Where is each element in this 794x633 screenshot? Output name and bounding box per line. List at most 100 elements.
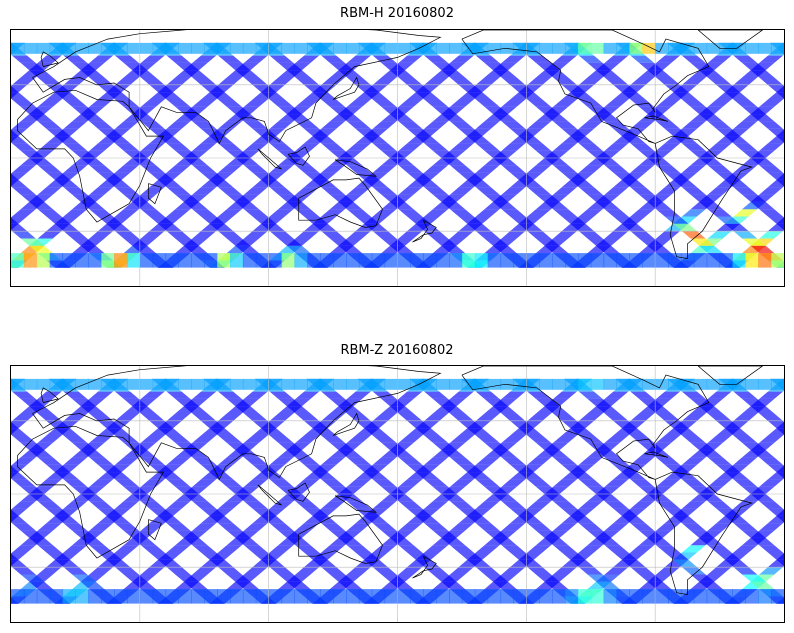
coastline — [461, 30, 710, 144]
swath-segment — [29, 158, 53, 166]
swath-cell — [62, 253, 76, 268]
swath-segment — [604, 567, 629, 575]
swath-segment — [167, 370, 191, 377]
swath-segment — [20, 150, 45, 158]
swath-segment — [63, 523, 88, 531]
swath-segment — [38, 370, 62, 377]
swath-segment — [578, 143, 603, 151]
swath-segment — [407, 464, 431, 473]
swath-segment — [123, 442, 148, 451]
swath-segment — [321, 391, 345, 399]
swath-segment — [12, 413, 36, 421]
swath-segment — [381, 150, 405, 158]
swath-cell — [191, 589, 205, 604]
swath-segment — [398, 143, 423, 151]
swath-cell — [552, 378, 566, 390]
swath-segment — [630, 567, 655, 575]
swath-cell — [165, 42, 179, 54]
swath-segment — [587, 398, 612, 407]
swath-segment — [501, 391, 526, 399]
swath-segment — [115, 231, 139, 239]
swath-cell — [668, 378, 682, 390]
swath-segment — [244, 457, 268, 465]
swath-segment — [733, 143, 758, 151]
swath-segment — [578, 55, 603, 63]
swath-segment — [166, 391, 191, 399]
swath-segment — [527, 55, 551, 63]
swath-segment — [132, 201, 156, 210]
swath-segment — [776, 515, 784, 523]
swath-cell — [655, 253, 669, 268]
swath-segment — [261, 179, 285, 188]
swath-segment — [252, 508, 277, 516]
swath-segment — [355, 552, 380, 560]
swath-segment — [707, 567, 732, 575]
swath-cell — [294, 42, 308, 54]
swath-segment — [132, 70, 156, 78]
swath-segment — [510, 464, 534, 473]
swath-segment — [192, 370, 216, 377]
swath-cell — [526, 42, 540, 54]
swath-cell — [384, 42, 398, 54]
swath-segment — [407, 172, 431, 180]
swath-segment — [682, 567, 706, 575]
swath-segment — [699, 245, 723, 254]
swath-segment — [115, 143, 139, 151]
swath-cell — [152, 378, 167, 390]
swath-segment — [424, 77, 448, 85]
swath-segment — [364, 559, 388, 568]
coastline — [644, 115, 669, 122]
swath-segment — [501, 55, 526, 63]
swath-segment — [493, 406, 517, 414]
swath-segment — [501, 209, 526, 217]
swath-cell — [165, 378, 179, 390]
swath-cell — [603, 589, 617, 604]
swath-segment — [312, 267, 328, 268]
swath-segment — [527, 523, 551, 531]
swath-segment — [235, 581, 259, 590]
swath-segment — [501, 231, 526, 239]
swath-segment — [372, 231, 397, 239]
swath-segment — [510, 216, 534, 224]
swath-segment — [12, 370, 36, 377]
swath-cell — [320, 378, 334, 390]
swath-segment — [192, 413, 217, 421]
swath-segment — [621, 472, 646, 480]
swath-segment — [72, 486, 96, 494]
swath-cell — [706, 42, 721, 54]
swath-segment — [364, 179, 388, 188]
swath-segment — [707, 143, 732, 151]
swath-segment — [733, 457, 758, 465]
swath-segment — [673, 603, 689, 604]
swath-segment — [613, 128, 637, 137]
swath-segment — [398, 77, 423, 85]
swath-segment — [166, 567, 191, 575]
swath-segment — [98, 128, 122, 137]
swath-segment — [536, 106, 560, 115]
swath-segment — [183, 494, 208, 502]
swath-segment — [269, 457, 294, 465]
swath-segment — [364, 428, 388, 436]
swath-segment — [372, 413, 397, 421]
swath-segment — [759, 55, 783, 63]
swath-segment — [372, 165, 397, 173]
swath-segment — [295, 187, 320, 195]
swath-segment — [80, 406, 105, 414]
swath-segment — [381, 238, 405, 246]
swath-segment — [424, 391, 448, 399]
swath-segment — [46, 216, 70, 224]
swath-cell — [513, 42, 527, 54]
swath-cell — [436, 378, 450, 390]
swath-segment — [759, 457, 783, 465]
swath-segment — [286, 581, 311, 590]
swath-segment — [398, 545, 423, 553]
swath-segment — [544, 450, 569, 458]
swath-segment — [106, 603, 122, 604]
swath-segment — [63, 457, 88, 465]
swath-segment — [140, 143, 165, 151]
swath-segment — [295, 77, 320, 85]
swath-segment — [338, 581, 363, 590]
swath-segment — [192, 165, 217, 173]
swath-segment — [355, 216, 380, 224]
swath-segment — [750, 114, 775, 122]
